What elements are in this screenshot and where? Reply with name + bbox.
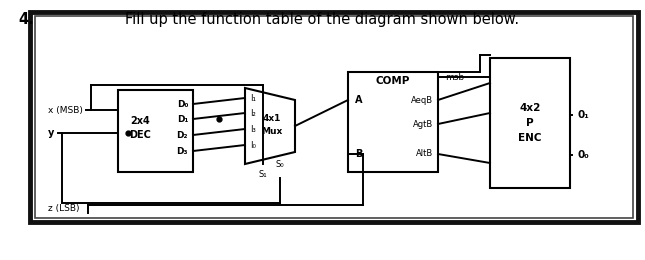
Text: 2x4: 2x4 (130, 116, 150, 126)
Text: D₃: D₃ (177, 146, 188, 155)
Text: 0₀: 0₀ (577, 150, 589, 160)
Text: P: P (526, 118, 534, 128)
Text: z (LSB): z (LSB) (48, 204, 79, 212)
Text: S₀: S₀ (275, 160, 284, 169)
Text: AeqB: AeqB (411, 95, 433, 105)
Text: I₂: I₂ (250, 108, 256, 118)
Text: D₁: D₁ (177, 114, 188, 124)
Text: D₂: D₂ (177, 131, 188, 140)
Text: B: B (355, 149, 362, 159)
Text: I₃: I₃ (250, 125, 256, 133)
Polygon shape (245, 88, 295, 164)
Text: DEC: DEC (129, 130, 151, 140)
Bar (118, 90, 193, 172)
Text: D₀: D₀ (177, 100, 188, 108)
Bar (35, 16, 633, 218)
Text: y: y (48, 128, 54, 138)
Bar (490, 58, 570, 188)
Text: 0₁: 0₁ (577, 110, 589, 120)
Text: Fill up the function table of the diagram shown below.: Fill up the function table of the diagra… (125, 12, 519, 27)
Bar (348, 72, 438, 172)
Text: S₁: S₁ (259, 170, 267, 179)
Text: COMP: COMP (376, 76, 410, 86)
Text: AgtB: AgtB (413, 120, 433, 128)
Text: A: A (355, 95, 362, 105)
Text: AltB: AltB (416, 150, 433, 159)
Text: 4.: 4. (18, 12, 34, 27)
Text: 4x2: 4x2 (519, 103, 541, 113)
Text: msb: msb (445, 73, 464, 81)
Bar (30, 12, 638, 222)
Text: I₁: I₁ (250, 94, 256, 102)
Text: x (MSB): x (MSB) (48, 106, 83, 114)
Text: I₀: I₀ (250, 140, 256, 150)
Text: ENC: ENC (518, 133, 542, 143)
Text: Mux: Mux (261, 127, 283, 136)
Text: 4x1: 4x1 (263, 114, 281, 122)
